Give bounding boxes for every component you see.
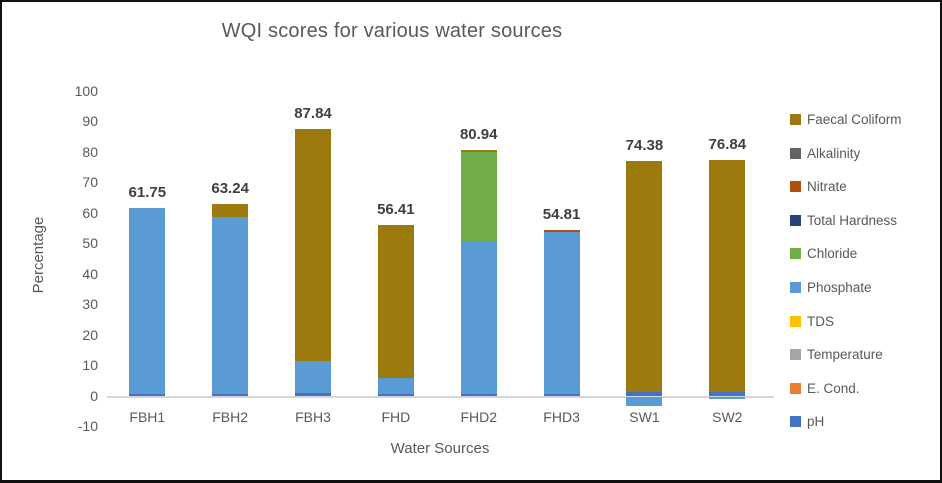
bar-segment-phosphate-fhd <box>377 378 414 394</box>
y-tick-label: 80 <box>82 143 98 160</box>
legend-label: Faecal Coliform <box>807 112 902 127</box>
bar-total-label: 56.41 <box>377 200 415 218</box>
legend-label: Phosphate <box>807 280 872 295</box>
legend-item-tds: TDS <box>790 313 834 329</box>
legend-item-faecal-coliform: Faecal Coliform <box>790 111 902 127</box>
bar-total-label: 76.84 <box>708 136 747 154</box>
bar-segment-faecal-coliform-fbh2 <box>212 203 249 217</box>
bar-segment-phosphate-sw1 <box>626 396 663 406</box>
legend-item-chloride: Chloride <box>790 245 857 261</box>
y-tick-label: -10 <box>77 417 98 434</box>
bar-segment-phosphate-fhd2 <box>460 241 497 394</box>
bar-total-label: 54.81 <box>542 205 581 223</box>
legend-swatch-icon <box>790 282 801 293</box>
legend-label: E. Cond. <box>807 380 860 396</box>
y-tick-label: 60 <box>82 204 98 221</box>
legend-label: Chloride <box>807 246 858 262</box>
bar-segment-faecal-coliform-fhd <box>377 224 414 379</box>
legend-item-e-cond-: E. Cond. <box>790 380 860 396</box>
legend-item-phosphate: Phosphate <box>790 279 872 295</box>
legend-label: pH <box>807 414 825 430</box>
legend-swatch-icon <box>790 416 801 428</box>
legend-swatch-icon <box>790 315 801 327</box>
bar-segment-ph-fhd <box>377 393 414 397</box>
legend-label: TDS <box>807 313 834 329</box>
y-tick-label: 20 <box>82 326 98 343</box>
legend-item-ph: pH <box>790 413 824 429</box>
y-tick-label: 10 <box>82 357 98 374</box>
bar-total-label: 87.84 <box>294 105 332 123</box>
bar-segment-ph-sw2 <box>709 391 746 397</box>
x-tick-label: FHD2 <box>460 409 497 425</box>
legend-item-alkalinity: Alkalinity <box>790 145 860 161</box>
bar-segment-ph-sw1 <box>626 391 663 397</box>
bar-segment-faecal-coliform-sw2 <box>709 160 746 392</box>
y-tick-label: 0 <box>90 387 98 404</box>
bar-total-label: 61.75 <box>128 184 167 202</box>
legend-swatch-icon <box>790 181 801 193</box>
bar-total-label: 80.94 <box>459 126 498 144</box>
x-tick-label: FBH1 <box>129 409 166 425</box>
bar-segment-faecal-coliform-fbh3 <box>295 129 331 361</box>
x-tick-label: FBH3 <box>295 409 331 425</box>
bar-total-label: 74.38 <box>625 136 664 154</box>
bar-segment-nitrate-fhd3 <box>543 229 580 233</box>
legend-swatch-icon <box>790 349 801 361</box>
y-tick-label: 40 <box>82 265 98 282</box>
legend-swatch-icon <box>790 214 801 226</box>
legend-label: Alkalinity <box>807 145 861 161</box>
bar-segment-ph-fbh2 <box>212 394 249 397</box>
x-tick-label: FHD3 <box>543 409 580 425</box>
bar-segment-ph-fhd3 <box>543 394 580 397</box>
y-tick-label: 90 <box>82 113 98 130</box>
legend-swatch-icon <box>790 114 801 125</box>
x-tick-label: FHD <box>381 409 411 425</box>
x-axis-title: Water Sources <box>390 440 490 457</box>
chart-title: WQI scores for various water sources <box>221 20 563 42</box>
legend-label: Total Hardness <box>807 212 898 228</box>
legend-item-nitrate: Nitrate <box>790 178 847 194</box>
y-tick-label: 50 <box>82 235 98 252</box>
legend-swatch-icon <box>790 147 801 159</box>
bar-segment-faecal-coliform-fhd2 <box>460 150 497 152</box>
x-tick-label: FBH2 <box>212 409 249 425</box>
bar-segment-phosphate-sw2 <box>709 396 746 399</box>
bar-segment-ph-fbh1 <box>129 394 166 397</box>
bar-segment-phosphate-fbh1 <box>129 208 166 395</box>
bar-segment-phosphate-fhd3 <box>543 232 580 395</box>
bar-total-label: 63.24 <box>211 179 249 197</box>
legend-label: Nitrate <box>807 179 847 195</box>
bar-segment-ph-fbh3 <box>295 393 331 397</box>
x-tick-label: SW2 <box>712 409 743 425</box>
legend-label: Temperature <box>807 347 883 363</box>
y-tick-label: 70 <box>82 174 98 191</box>
bar-segment-phosphate-fbh3 <box>295 360 331 394</box>
y-tick-label: 30 <box>82 296 98 313</box>
legend-swatch-icon <box>790 382 801 394</box>
legend-item-total-hardness: Total Hardness <box>790 212 897 228</box>
bar-segment-faecal-coliform-sw1 <box>626 160 663 392</box>
bar-segment-chloride-fhd2 <box>460 151 497 242</box>
legend-swatch-icon <box>790 248 801 260</box>
x-axis-line <box>107 395 774 398</box>
y-tick-label: 100 <box>74 83 98 99</box>
bar-segment-phosphate-fbh2 <box>212 216 249 395</box>
x-tick-label: SW1 <box>629 409 660 425</box>
bar-segment-ph-fhd2 <box>460 393 497 397</box>
legend-item-temperature: Temperature <box>790 346 883 362</box>
